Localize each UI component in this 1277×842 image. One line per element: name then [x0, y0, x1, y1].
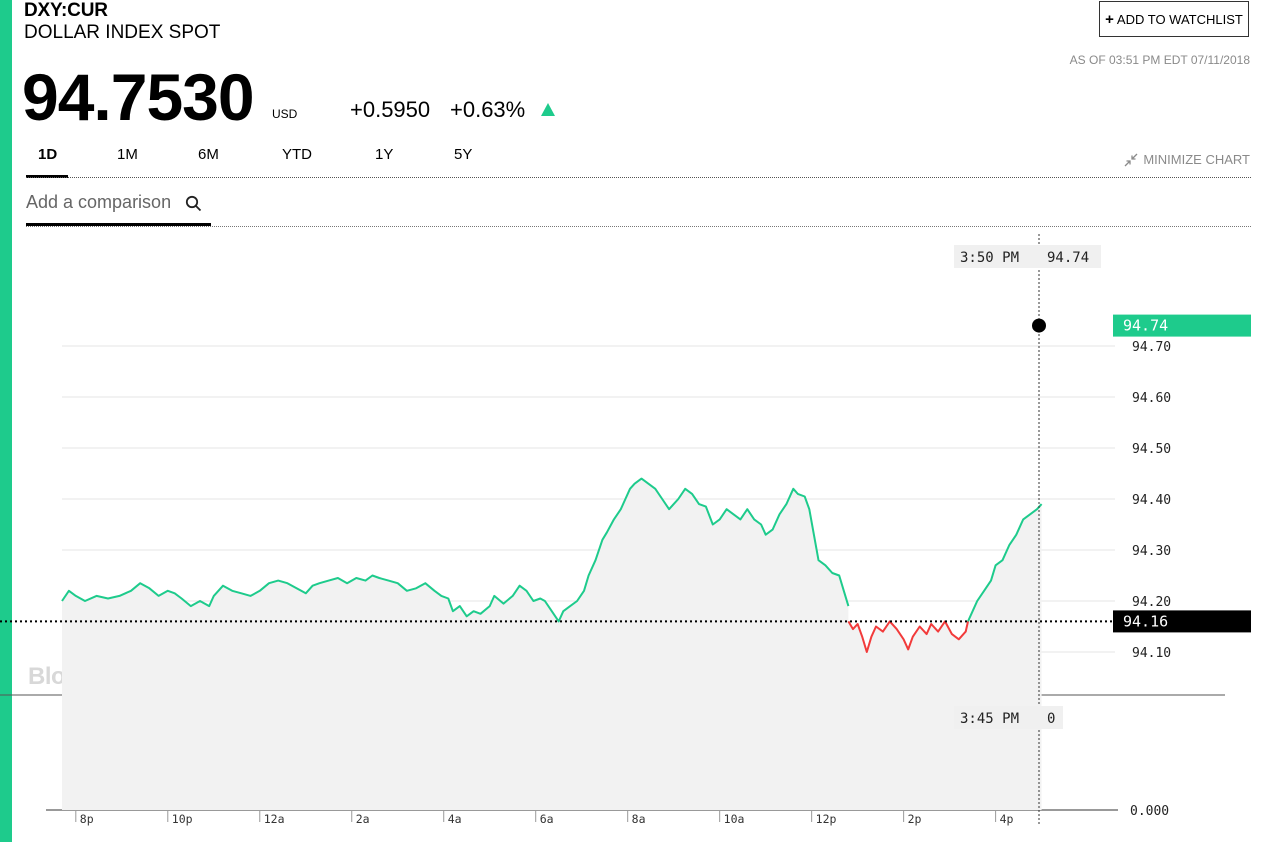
watchlist-label: ADD TO WATCHLIST — [1116, 11, 1243, 27]
price-line-segment — [967, 503, 1043, 622]
x-tick-label: 8a — [632, 812, 646, 826]
tabs-divider — [26, 177, 1251, 178]
x-tick-label: 4a — [448, 812, 462, 826]
y-tick-label: 94.70 — [1132, 340, 1171, 355]
price-line-segment — [847, 620, 969, 653]
price-line-segment — [61, 477, 850, 623]
volume-tick-label: 0.000 — [1130, 804, 1169, 819]
cursor-dot — [1032, 318, 1046, 333]
plus-icon: + — [1105, 10, 1114, 28]
x-tick-label: 12p — [816, 812, 837, 826]
y-tick-label: 94.50 — [1132, 442, 1171, 457]
last-value-label: 94.74 — [1123, 317, 1168, 335]
minimize-chart-button[interactable]: MINIMIZE CHART — [1124, 152, 1250, 167]
previous-close-tag — [1113, 610, 1251, 633]
tab-1d[interactable]: 1D — [38, 146, 58, 163]
previous-close-label: 94.16 — [1123, 612, 1168, 630]
up-arrow-icon — [541, 103, 555, 116]
x-tick-label: 2p — [908, 812, 922, 826]
change-percent: +0.63% — [450, 97, 526, 122]
y-tick-label: 94.10 — [1132, 646, 1171, 661]
tab-1y[interactable]: 1Y — [375, 146, 394, 163]
y-tick-label: 94.40 — [1132, 493, 1171, 508]
search-icon — [185, 195, 202, 212]
cursor-price-readout-box — [954, 245, 1101, 268]
accent-bar — [0, 0, 12, 842]
x-tick-label: 4p — [1000, 812, 1014, 826]
change-absolute: +0.5950 — [350, 97, 431, 122]
y-tick-label: 94.20 — [1132, 595, 1171, 610]
cursor-volume-time-label: 3:45 PM — [960, 711, 1019, 727]
x-tick-label: 8p — [80, 812, 94, 826]
x-tick-label: 2a — [356, 812, 370, 826]
ticker-symbol: DXY:CUR — [24, 0, 108, 21]
comparison-search[interactable]: Add a comparison — [26, 192, 211, 226]
comparison-placeholder: Add a comparison — [26, 192, 172, 212]
y-tick-label: 94.30 — [1132, 544, 1171, 559]
last-value-tag — [1113, 314, 1251, 337]
y-tick-label: 94.60 — [1132, 391, 1171, 406]
x-tick-label: 6a — [540, 812, 554, 826]
x-tick-label: 12a — [264, 812, 285, 826]
price-area-fill — [62, 478, 1042, 810]
x-tick-label: 10a — [724, 812, 745, 826]
cursor-time-label: 3:50 PM — [960, 250, 1019, 266]
active-tab-indicator — [26, 175, 68, 178]
tab-1m[interactable]: 1M — [117, 146, 138, 163]
cursor-volume-readout-box — [954, 706, 1063, 729]
security-name: DOLLAR INDEX SPOT — [24, 22, 221, 43]
minimize-chart-label: MINIMIZE CHART — [1143, 152, 1250, 167]
x-tick-label: 10p — [172, 812, 193, 826]
tab-ytd[interactable]: YTD — [282, 146, 312, 163]
add-to-watchlist-button[interactable]: + ADD TO WATCHLIST — [1099, 1, 1249, 37]
as-of-timestamp: AS OF 03:51 PM EDT 07/11/2018 — [1069, 53, 1250, 67]
cursor-value-label: 94.74 — [1047, 250, 1089, 266]
cursor-volume-value-label: 0 — [1047, 711, 1055, 727]
currency-label: USD — [272, 107, 298, 121]
tab-6m[interactable]: 6M — [198, 146, 219, 163]
last-price: 94.7530 — [22, 60, 255, 134]
comparison-divider — [26, 226, 1251, 227]
minimize-icon — [1124, 153, 1138, 166]
tab-5y[interactable]: 5Y — [454, 146, 473, 163]
